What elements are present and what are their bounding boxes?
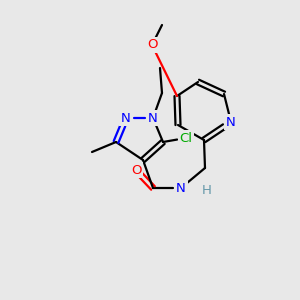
Text: Cl: Cl <box>179 131 193 145</box>
Text: N: N <box>121 112 131 124</box>
Text: N: N <box>176 182 186 194</box>
Text: O: O <box>131 164 141 176</box>
Text: H: H <box>202 184 212 196</box>
Text: O: O <box>147 38 157 52</box>
Text: N: N <box>148 112 158 124</box>
Text: N: N <box>226 116 236 128</box>
